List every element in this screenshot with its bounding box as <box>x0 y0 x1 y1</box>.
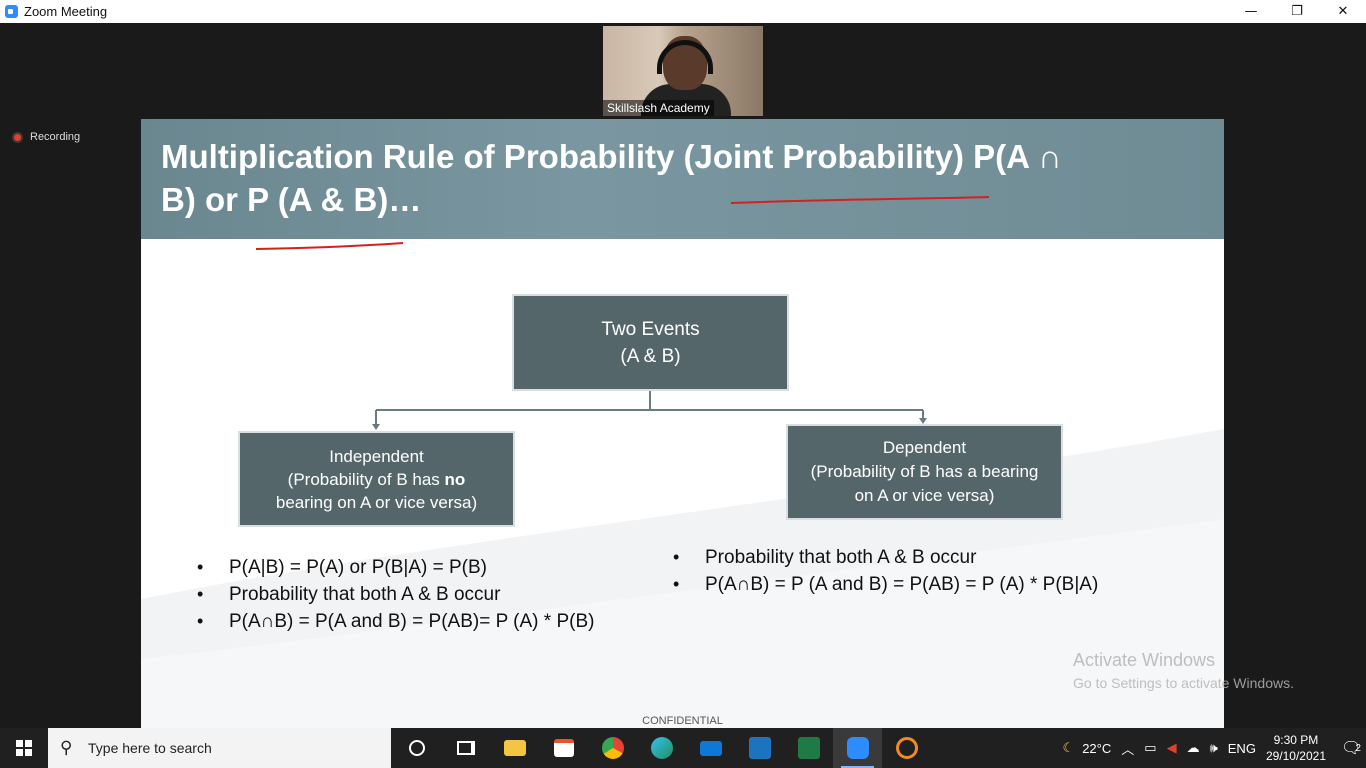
photos-icon[interactable] <box>735 728 784 768</box>
slide-title: Multiplication Rule of Probability (Join… <box>161 135 1161 221</box>
list-item: P(A|B) = P(A) or P(B|A) = P(B) <box>197 554 594 581</box>
independent-title: Independent <box>329 446 424 466</box>
record-dot-icon <box>12 131 23 143</box>
start-button[interactable] <box>0 728 48 768</box>
task-view-icon[interactable] <box>441 728 490 768</box>
app-icon[interactable] <box>882 728 931 768</box>
activate-windows-watermark: Activate Windows Go to Settings to activ… <box>1073 650 1294 691</box>
tray-chevron-up-icon[interactable]: ︿ <box>1121 741 1135 757</box>
windows-logo-icon <box>16 740 32 756</box>
recording-indicator[interactable]: Recording <box>12 131 80 143</box>
independent-desc-line: (Probability of B has no <box>288 468 466 491</box>
cloud-icon[interactable]: ☁ <box>1186 740 1200 755</box>
independent-desc-line2: bearing on A or vice versa) <box>275 492 478 512</box>
taskbar-apps <box>392 728 931 768</box>
two-events-title: Two Events <box>601 318 700 340</box>
activate-subtitle: Go to Settings to activate Windows. <box>1073 675 1294 691</box>
search-placeholder: Type here to search <box>88 740 212 756</box>
close-button[interactable]: ✕ <box>1337 4 1349 19</box>
store-icon[interactable] <box>539 728 588 768</box>
clock-time: 9:30 PM <box>1273 733 1319 747</box>
minimize-button[interactable]: — <box>1244 4 1258 19</box>
participant-name: Skillslash Academy <box>603 100 714 116</box>
battery-icon[interactable]: ▭ <box>1144 740 1157 755</box>
notification-center-button[interactable]: 🗨 2 <box>1336 728 1366 768</box>
zoom-app-icon <box>5 5 18 18</box>
window-controls: — ❐ ✕ <box>1228 0 1366 23</box>
recording-label: Recording <box>30 131 81 143</box>
system-tray: ☾ 22°C ︿ ▭ ◀ ☁ 🕪 ENG 9:30 PM 29/10/2021 … <box>1063 728 1366 768</box>
mail-icon[interactable] <box>686 728 735 768</box>
notification-count: 2 <box>1355 742 1361 754</box>
weather-moon-icon: ☾ <box>1062 740 1075 755</box>
shared-slide: Multiplication Rule of Probability (Join… <box>141 119 1224 728</box>
excel-icon[interactable] <box>784 728 833 768</box>
zoom-taskbar-icon[interactable] <box>833 728 882 768</box>
clock-date: 29/10/2021 <box>1265 749 1326 763</box>
independent-desc-text: (Probability of B has <box>287 469 445 489</box>
slide-header: Multiplication Rule of Probability (Join… <box>141 119 1224 239</box>
slide-title-line1: Multiplication Rule of Probability (Join… <box>161 138 1062 175</box>
window-title-bar: Zoom Meeting — ❐ ✕ <box>0 0 1366 23</box>
file-explorer-icon[interactable] <box>490 728 539 768</box>
slide-title-line2: B) or P (A & B)… <box>161 181 422 218</box>
language-indicator[interactable]: ENG <box>1227 740 1256 756</box>
taskbar-search[interactable]: ⚲ Type here to search <box>48 728 391 768</box>
activate-title: Activate Windows <box>1073 650 1216 670</box>
headset-icon <box>657 40 713 74</box>
independent-desc-bold: no <box>444 469 466 489</box>
dependent-bullets: Probability that both A & B occur P(A∩B)… <box>673 544 1098 598</box>
taskbar: ⚲ Type here to search <box>0 728 1366 768</box>
independent-box: Independent (Probability of B has no bea… <box>238 431 515 527</box>
taskbar-clock[interactable]: 9:30 PM 29/10/2021 <box>1266 732 1326 764</box>
dependent-box: Dependent (Probability of B has a bearin… <box>786 424 1063 520</box>
weather-temp: 22°C <box>1082 740 1112 756</box>
dependent-desc-line1: (Probability of B has a bearing <box>810 462 1039 481</box>
weather-widget[interactable]: ☾ 22°C <box>1063 740 1112 756</box>
list-item: P(A∩B) = P (A and B) = P(AB) = P (A) * P… <box>673 571 1098 598</box>
speaker-icon[interactable]: 🕪 <box>1209 740 1218 755</box>
dependent-title: Dependent <box>882 438 967 457</box>
meeting-area: Skillslash Academy Recording Multiplicat… <box>0 23 1366 728</box>
list-item: P(A∩B) = P(A and B) = P(AB)= P (A) * P(B… <box>197 608 594 635</box>
dependent-desc-line2: on A or vice versa) <box>854 486 995 505</box>
restore-button[interactable]: ❐ <box>1291 4 1303 19</box>
participant-video-tile[interactable]: Skillslash Academy <box>603 26 763 116</box>
independent-bullets: P(A|B) = P(A) or P(B|A) = P(B) Probabili… <box>197 554 594 635</box>
window-title: Zoom Meeting <box>24 4 108 19</box>
list-item: Probability that both A & B occur <box>673 544 1098 571</box>
cortana-icon[interactable] <box>392 728 441 768</box>
two-events-box: Two Events (A & B) <box>512 294 789 391</box>
confidential-footer: CONFIDENTIAL <box>642 715 723 727</box>
list-item: Probability that both A & B occur <box>197 581 594 608</box>
search-icon: ⚲ <box>60 738 73 758</box>
volume-muted-icon[interactable]: ◀ <box>1166 740 1177 755</box>
chrome-icon[interactable] <box>588 728 637 768</box>
two-events-subtitle: (A & B) <box>620 345 681 367</box>
notification-icon: 🗨 <box>1341 740 1362 757</box>
edge-icon[interactable] <box>637 728 686 768</box>
